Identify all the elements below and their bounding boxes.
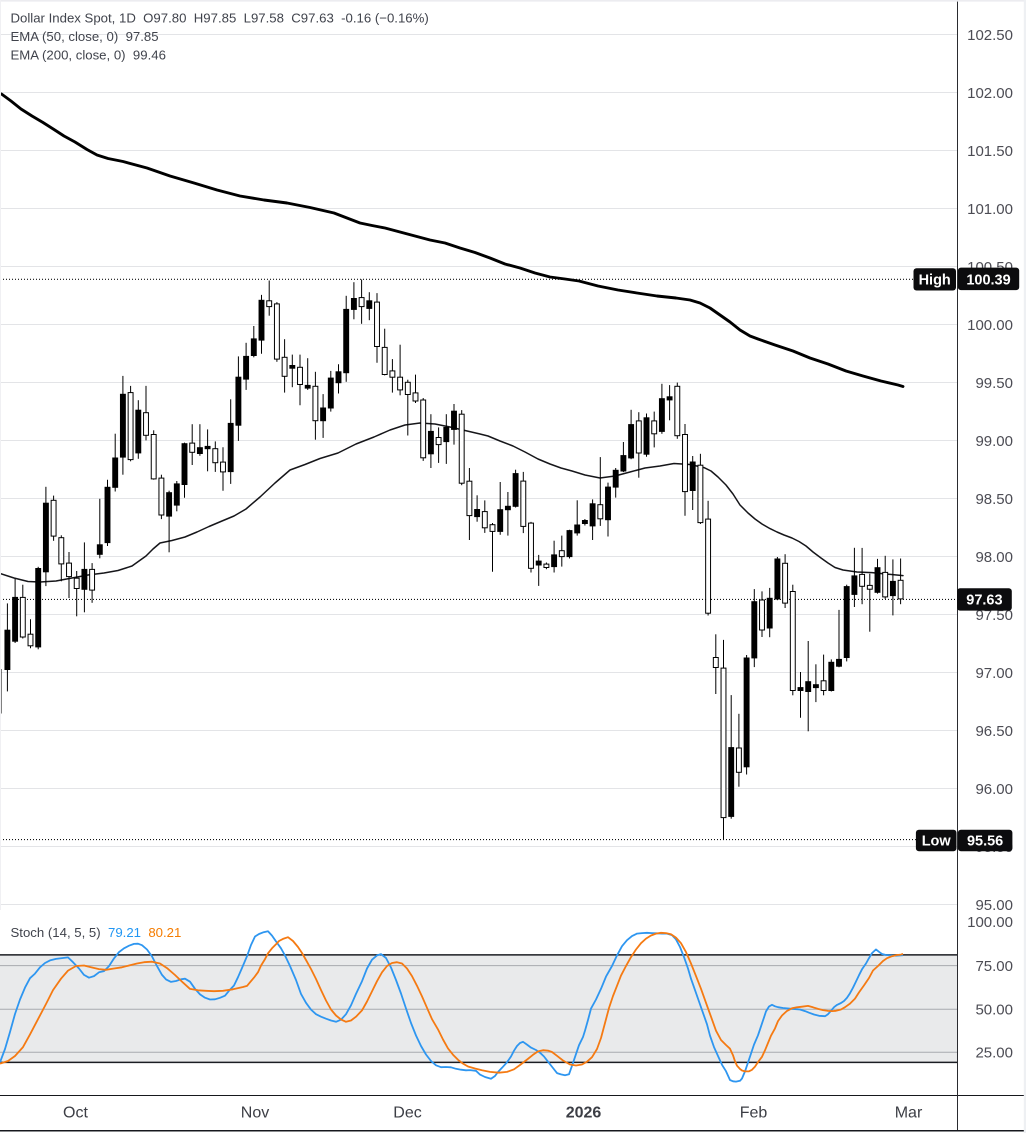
svg-text:25.00: 25.00 xyxy=(975,1045,1013,1062)
svg-text:101.00: 101.00 xyxy=(967,201,1013,218)
svg-text:50.00: 50.00 xyxy=(975,1002,1013,1019)
svg-text:Oct: Oct xyxy=(63,1104,88,1121)
svg-text:EMA (200, close, 0) 99.46: EMA (200, close, 0) 99.46 xyxy=(11,48,166,63)
svg-text:97.63: 97.63 xyxy=(966,593,1002,609)
svg-text:Mar: Mar xyxy=(895,1104,923,1121)
svg-text:97.00: 97.00 xyxy=(975,665,1013,682)
svg-text:99.00: 99.00 xyxy=(975,433,1013,450)
svg-text:98.50: 98.50 xyxy=(975,491,1013,508)
svg-text:97.50: 97.50 xyxy=(975,607,1013,624)
svg-text:98.00: 98.00 xyxy=(975,549,1013,566)
svg-text:95.56: 95.56 xyxy=(967,834,1003,850)
svg-text:Feb: Feb xyxy=(740,1104,768,1121)
svg-text:100.00: 100.00 xyxy=(967,317,1013,334)
svg-text:102.00: 102.00 xyxy=(967,85,1013,102)
svg-text:96.00: 96.00 xyxy=(975,781,1013,798)
svg-text:High: High xyxy=(919,273,951,289)
svg-text:100.00: 100.00 xyxy=(967,914,1013,931)
svg-text:Dollar Index Spot, 1D O97.80: Dollar Index Spot, 1D O97.80 H97.85 L97.… xyxy=(11,11,429,26)
svg-text:2026: 2026 xyxy=(566,1104,602,1121)
svg-text:102.50: 102.50 xyxy=(967,27,1013,44)
svg-text:101.50: 101.50 xyxy=(967,143,1013,160)
svg-text:100.39: 100.39 xyxy=(966,273,1010,289)
svg-text:Stoch (14, 5, 5) 79.21 80.21: Stoch (14, 5, 5) 79.21 80.21 xyxy=(11,925,182,940)
svg-text:95.00: 95.00 xyxy=(975,897,1013,914)
svg-text:Dec: Dec xyxy=(393,1104,421,1121)
svg-text:75.00: 75.00 xyxy=(975,958,1013,975)
svg-text:96.50: 96.50 xyxy=(975,723,1013,740)
svg-text:Nov: Nov xyxy=(241,1104,269,1121)
svg-text:99.50: 99.50 xyxy=(975,375,1013,392)
svg-text:EMA (50, close, 0) 97.85: EMA (50, close, 0) 97.85 xyxy=(11,29,159,44)
svg-text:Low: Low xyxy=(922,834,952,850)
